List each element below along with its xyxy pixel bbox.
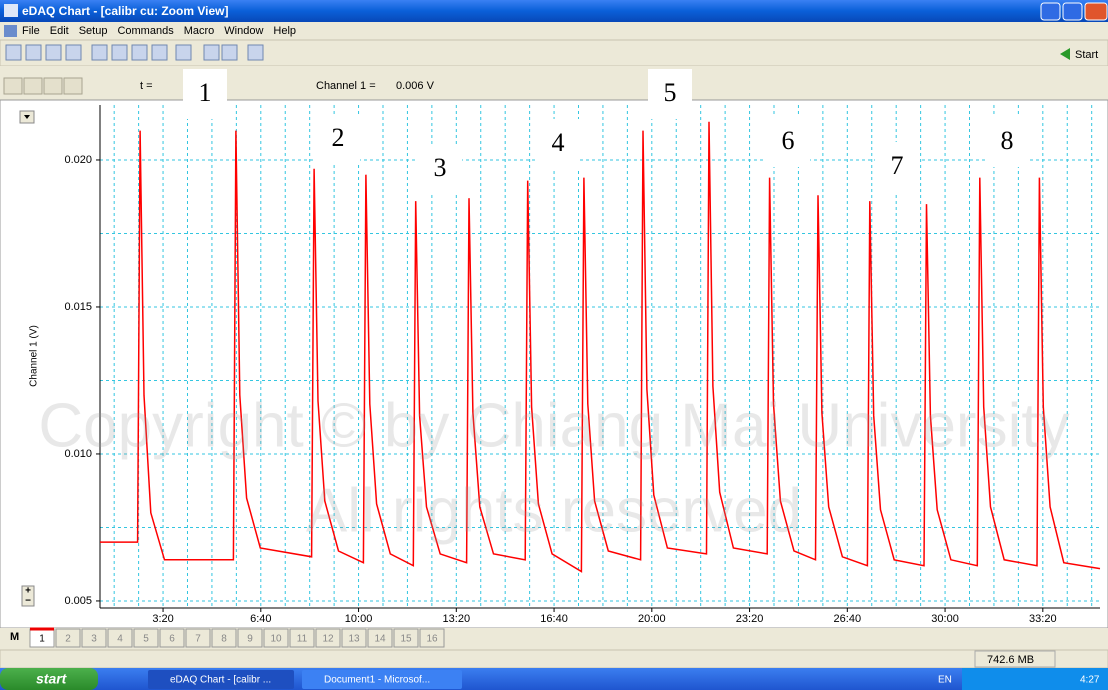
zoom-minus: − (25, 596, 31, 607)
tool-button[interactable] (26, 45, 41, 60)
menu-icon (4, 25, 17, 37)
x-tick-label: 3:20 (152, 613, 173, 625)
channel-tab-label: 11 (297, 634, 308, 645)
channel-tab-label: 6 (169, 634, 175, 645)
x-tick-label: 13:20 (443, 613, 471, 625)
annotation: 7 (891, 151, 904, 180)
redo-button[interactable] (24, 78, 42, 94)
menu-item[interactable]: Commands (117, 25, 174, 37)
menu-item[interactable]: File (22, 25, 40, 37)
app-icon (4, 4, 18, 17)
annotation: 4 (552, 128, 565, 157)
window-title: eDAQ Chart - [calibr cu: Zoom View] (22, 4, 228, 18)
tool-button[interactable] (176, 45, 191, 60)
x-tick-label: 20:00 (638, 613, 666, 625)
channel-value: 0.006 V (396, 80, 435, 92)
zoom-button[interactable] (44, 78, 62, 94)
annotation: 3 (434, 153, 447, 182)
annotation: 8 (1001, 126, 1014, 155)
status-bar (0, 650, 1108, 668)
tool-button[interactable] (92, 45, 107, 60)
maximize-button[interactable] (1063, 3, 1082, 20)
x-tick-label: 30:00 (931, 613, 959, 625)
channel-tab-label: 8 (221, 634, 227, 645)
channel-tab-label: 1 (39, 634, 45, 645)
memory-status: 742.6 MB (987, 654, 1034, 666)
channel-tab-label: 5 (143, 634, 149, 645)
y-tick-label: 0.015 (64, 301, 92, 313)
language-indicator[interactable]: EN (938, 675, 952, 686)
close-button[interactable] (1085, 3, 1107, 20)
watermark-text: Copyright © by Chiang Mai University (38, 391, 1069, 460)
y-axis-label: Channel 1 (V) (29, 325, 40, 387)
channel-tab-label: 13 (348, 634, 360, 645)
channel-tab-label: 10 (270, 634, 282, 645)
menu-item[interactable]: Edit (50, 25, 69, 37)
x-tick-label: 16:40 (540, 613, 568, 625)
channel-tab-label: 14 (374, 634, 386, 645)
marker-icon: M (10, 631, 19, 643)
task-label: eDAQ Chart - [calibr ... (170, 675, 271, 686)
tool-button[interactable] (152, 45, 167, 60)
minimize-button[interactable] (1041, 3, 1060, 20)
tool-button[interactable] (204, 45, 219, 60)
start-button[interactable]: Start (1075, 49, 1098, 61)
menu-item[interactable]: Macro (184, 25, 215, 37)
x-tick-label: 33:20 (1029, 613, 1057, 625)
channel-tab-label: 12 (322, 634, 334, 645)
annotation: 6 (782, 126, 795, 155)
y-tick-label: 0.005 (64, 595, 92, 607)
menu-item[interactable]: Window (224, 25, 263, 37)
x-tick-label: 26:40 (834, 613, 862, 625)
channel-tab-label: 15 (400, 634, 412, 645)
task-label: Document1 - Microsof... (324, 675, 430, 686)
annotation: 2 (332, 123, 345, 152)
channel-tab-label: 4 (117, 634, 123, 645)
watermark-text: All rights reserved (306, 476, 802, 545)
channel-tab-label: 9 (247, 634, 253, 645)
tool-button[interactable] (6, 45, 21, 60)
channel-tab-label: 2 (65, 634, 71, 645)
channel-label: Channel 1 = (316, 80, 376, 92)
menu-item[interactable]: Help (273, 25, 296, 37)
screen: eDAQ Chart - [calibr cu: Zoom View] File… (0, 0, 1108, 690)
view-button[interactable] (64, 78, 82, 94)
tool-button[interactable] (66, 45, 81, 60)
tool-button[interactable] (46, 45, 61, 60)
channel-tab-label: 7 (195, 634, 201, 645)
tool-button[interactable] (222, 45, 237, 60)
undo-button[interactable] (4, 78, 22, 94)
start-label: start (36, 671, 68, 687)
channel-tab-label: 3 (91, 634, 97, 645)
menu-item[interactable]: Setup (79, 25, 108, 37)
x-tick-label: 6:40 (250, 613, 271, 625)
readout-bar (0, 66, 1108, 100)
y-tick-label: 0.020 (64, 154, 92, 166)
annotation: 1 (199, 78, 212, 107)
channel-tab-label: 16 (426, 634, 438, 645)
annotation: 5 (664, 78, 677, 107)
tool-button[interactable] (248, 45, 263, 60)
x-tick-label: 23:20 (736, 613, 764, 625)
tool-button[interactable] (132, 45, 147, 60)
clock: 4:27 (1080, 675, 1100, 686)
tool-button[interactable] (112, 45, 127, 60)
time-label: t = (140, 80, 153, 92)
x-tick-label: 10:00 (345, 613, 373, 625)
